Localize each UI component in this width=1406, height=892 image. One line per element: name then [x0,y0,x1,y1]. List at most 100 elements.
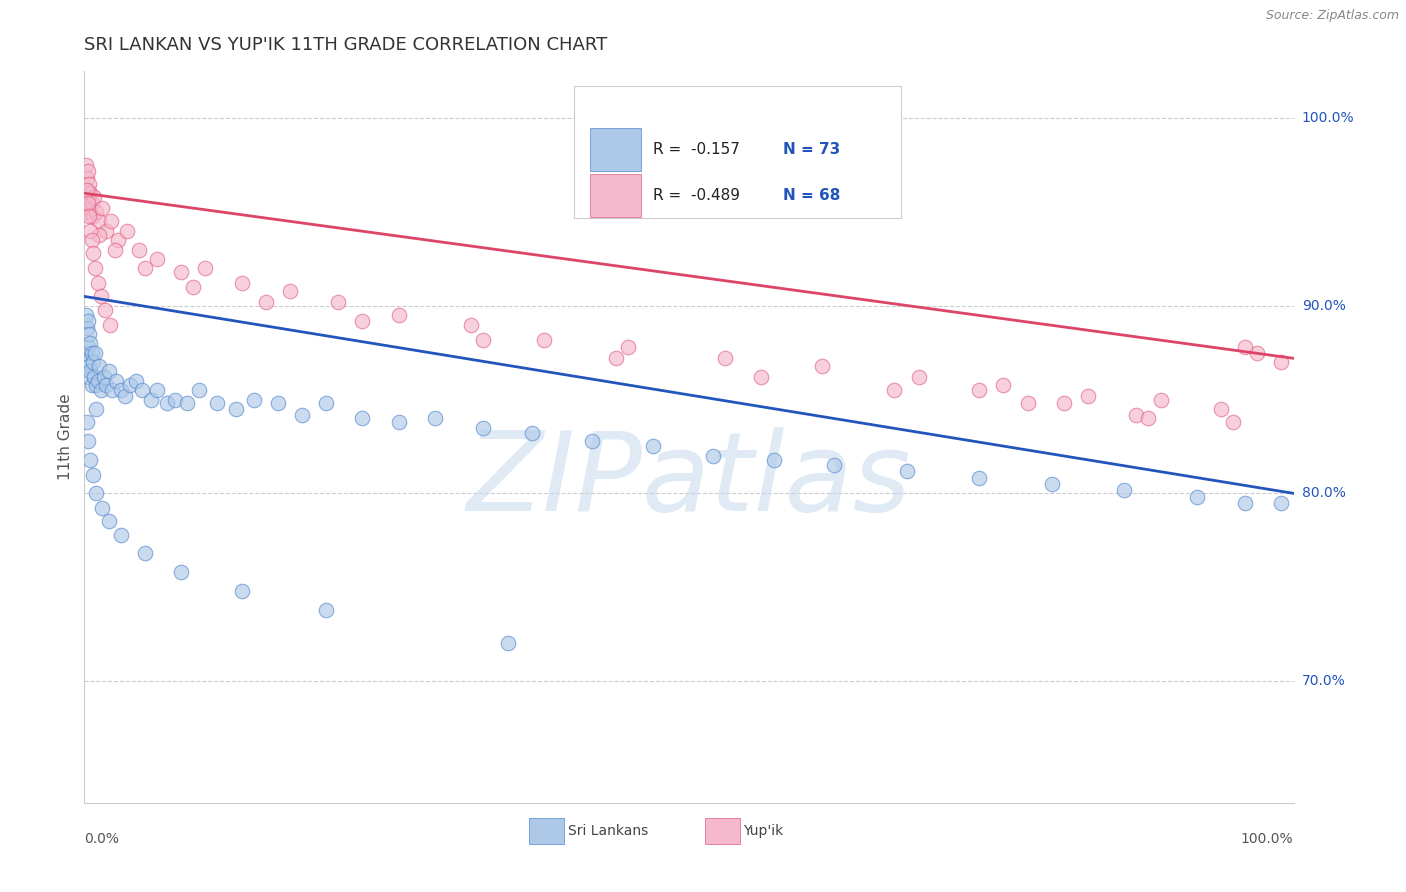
Point [86,374,108,388]
Point [134,261,156,276]
Point [328,295,350,310]
Point [110,527,132,541]
Point [811,359,834,373]
Point [496,636,519,650]
Point [77,314,100,328]
Point [291,408,314,422]
Point [472,333,495,347]
Point [1246,345,1268,359]
Point [75,205,97,219]
Point [1270,496,1292,510]
Point [617,340,640,354]
Point [207,396,229,410]
Point [125,374,148,388]
Point [134,546,156,560]
Point [82,355,104,369]
Point [1149,392,1171,407]
FancyBboxPatch shape [589,174,641,217]
Point [581,434,603,448]
Point [80,195,103,210]
Point [77,326,100,341]
Point [75,182,97,196]
Point [993,377,1015,392]
Point [605,351,627,366]
Point [86,277,108,291]
Point [139,392,162,407]
Point [1137,411,1160,425]
Y-axis label: 11th Grade: 11th Grade [58,393,73,481]
Point [97,515,120,529]
Point [423,411,446,425]
Point [751,370,773,384]
Point [352,314,374,328]
Point [83,370,105,384]
Point [77,434,100,448]
Text: 80.0%: 80.0% [1302,486,1346,500]
FancyBboxPatch shape [589,128,641,171]
Point [278,284,301,298]
Point [762,452,785,467]
Point [146,383,169,397]
Text: 70.0%: 70.0% [1302,673,1346,688]
Point [107,233,129,247]
Point [1185,490,1208,504]
Point [967,383,990,397]
Point [388,415,411,429]
Text: Source: ZipAtlas.com: Source: ZipAtlas.com [1265,9,1399,22]
Point [1270,355,1292,369]
Text: ZIPatlas: ZIPatlas [467,427,911,534]
Point [82,209,104,223]
Point [194,261,217,276]
Point [86,377,108,392]
Text: 90.0%: 90.0% [1302,299,1346,313]
Point [84,345,107,359]
Point [76,355,98,369]
Point [79,336,101,351]
Point [91,501,114,516]
Point [76,415,98,429]
Point [77,190,100,204]
Point [86,205,108,219]
Point [1234,340,1257,354]
Point [1077,389,1099,403]
Point [170,565,193,579]
Point [80,233,103,247]
Point [77,163,100,178]
Point [1222,415,1244,429]
Point [907,370,929,384]
Point [315,396,337,410]
Point [84,261,107,276]
Point [104,243,127,257]
Point [110,383,132,397]
Point [128,243,150,257]
Point [77,209,100,223]
Point [176,396,198,410]
Point [75,345,97,359]
Point [101,383,124,397]
Text: 100.0%: 100.0% [1302,112,1354,125]
Point [146,252,169,266]
Point [231,583,253,598]
Point [231,277,253,291]
Text: N = 73: N = 73 [783,142,841,157]
Point [242,392,264,407]
FancyBboxPatch shape [574,86,901,218]
Point [86,401,108,416]
Point [823,458,845,473]
Point [77,340,100,354]
Point [100,214,122,228]
Point [76,195,98,210]
Point [120,377,142,392]
Point [87,359,110,373]
Point [87,214,110,228]
Point [533,333,555,347]
Point [254,295,277,310]
Point [170,265,193,279]
Point [77,370,100,384]
Point [83,190,105,204]
Point [80,345,103,359]
Point [104,374,127,388]
Point [82,246,104,260]
Point [93,370,115,384]
Point [472,420,495,434]
